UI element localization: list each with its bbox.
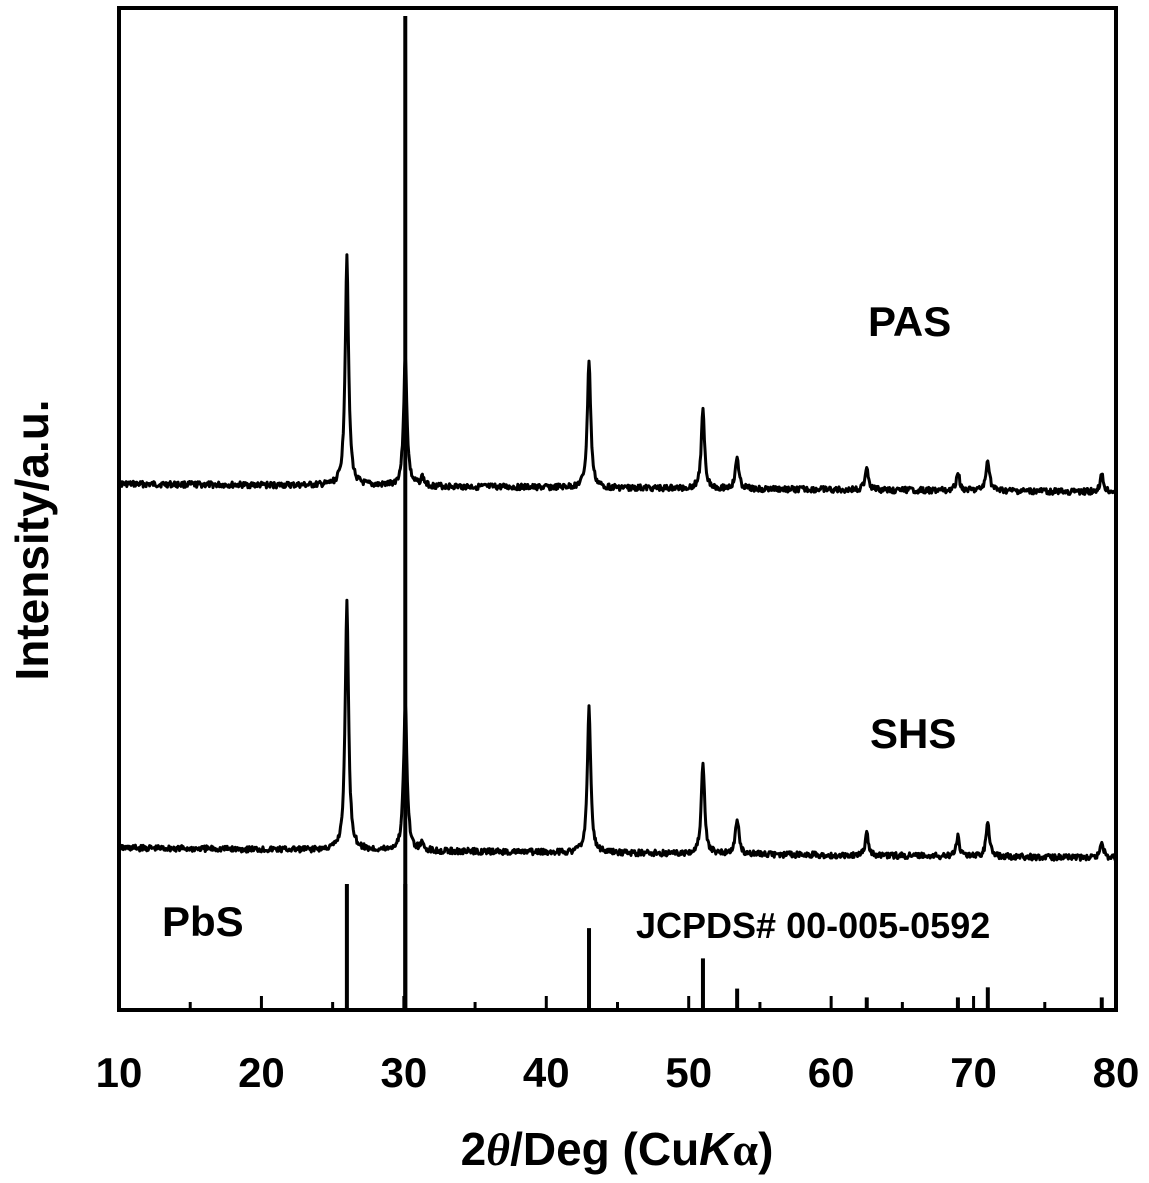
- annotation-jcpds: JCPDS# 00-005-0592: [636, 905, 990, 946]
- series-line-shs: [119, 600, 1116, 860]
- x-axis-tick-labels: 10 20 30 40 50 60 70 80: [96, 1049, 1140, 1096]
- plot-content: [119, 16, 1116, 1010]
- x-tick-label-10: 10: [96, 1049, 143, 1096]
- x-tick-label-60: 60: [808, 1049, 855, 1096]
- x-axis-title: 2θ/Deg (CuKα): [461, 1123, 774, 1175]
- series-line-pas: [119, 255, 1116, 495]
- x-tick-label-30: 30: [380, 1049, 427, 1096]
- x-tick-label-20: 20: [238, 1049, 285, 1096]
- annotation-shs: SHS: [870, 710, 956, 757]
- x-tick-label-80: 80: [1093, 1049, 1140, 1096]
- x-tick-label-70: 70: [950, 1049, 997, 1096]
- annotation-pbs: PbS: [162, 898, 244, 945]
- x-tick-label-40: 40: [523, 1049, 570, 1096]
- x-axis-ticks: [119, 996, 1116, 1010]
- x-tick-label-50: 50: [665, 1049, 712, 1096]
- y-axis-title: Intensity/a.u.: [6, 399, 58, 680]
- annotation-pas: PAS: [868, 298, 951, 345]
- plot-frame: [119, 8, 1116, 1010]
